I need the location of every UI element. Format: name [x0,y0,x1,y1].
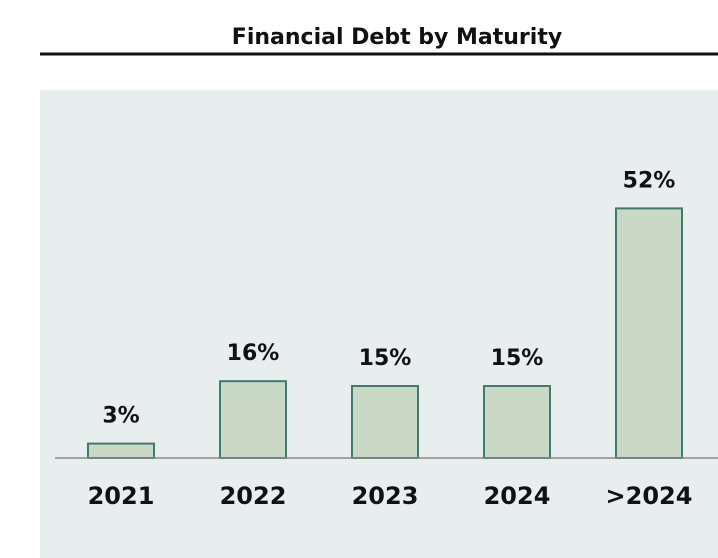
x-tick-label: 2022 [220,482,287,510]
x-tick-label: 2021 [88,482,155,510]
plot-background [40,90,718,558]
bar [615,207,683,459]
value-label: 15% [491,346,544,371]
value-label: 3% [102,404,139,429]
bar [87,442,155,460]
bar [219,380,287,460]
x-tick-label: 2023 [352,482,419,510]
x-tick-label: 2024 [484,482,551,510]
bar [483,385,551,459]
x-tick-label: >2024 [606,482,693,510]
value-label: 15% [359,346,412,371]
value-label: 52% [623,168,676,193]
chart-title: Financial Debt by Maturity [232,25,562,50]
bar [351,385,419,459]
value-label: 16% [227,341,280,366]
